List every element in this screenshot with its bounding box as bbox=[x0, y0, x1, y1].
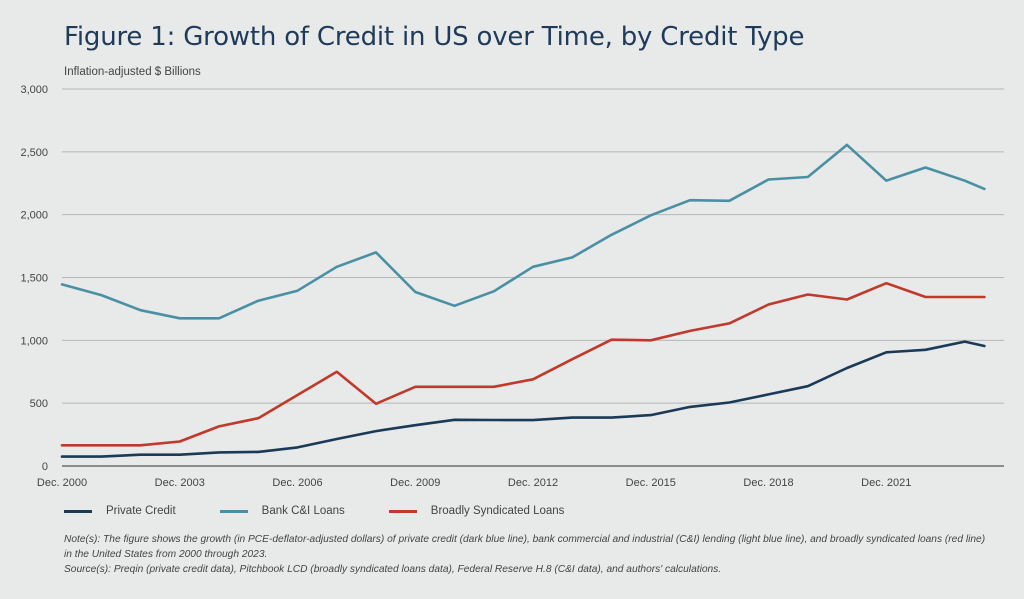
x-tick-label: Dec. 2021 bbox=[861, 477, 911, 489]
y-tick-label: 2,500 bbox=[20, 147, 48, 159]
x-tick-label: Dec. 2012 bbox=[508, 477, 558, 489]
legend-swatch-syndicated bbox=[388, 509, 417, 513]
legend-label-syndicated: Broadly Syndicated Loans bbox=[430, 505, 565, 517]
legend-item-syndicated: Broadly Syndicated Loans bbox=[388, 505, 565, 517]
y-axis-label: Inflation-adjusted $ Billions bbox=[64, 66, 201, 78]
x-tick-label: Dec. 2009 bbox=[390, 477, 440, 489]
footnotes: Note(s): The figure shows the growth (in… bbox=[64, 532, 994, 577]
x-tick-label: Dec. 2006 bbox=[272, 477, 322, 489]
source-text: Source(s): Preqin (private credit data),… bbox=[64, 564, 722, 575]
y-tick-label: 500 bbox=[30, 398, 48, 410]
x-tick-label: Dec. 2015 bbox=[626, 477, 676, 489]
y-tick-label: 1,000 bbox=[20, 335, 48, 347]
chart-title: Figure 1: Growth of Credit in US over Ti… bbox=[64, 22, 805, 52]
legend-item-bank-ci: Bank C&I Loans bbox=[219, 505, 345, 517]
legend-swatch-bank-ci bbox=[219, 509, 248, 513]
note-text: Note(s): The figure shows the growth (in… bbox=[64, 534, 986, 560]
legend: Private Credit Bank C&I Loans Broadly Sy… bbox=[64, 505, 608, 517]
series-line-syndicated bbox=[60, 281, 986, 447]
legend-label-bank-ci: Bank C&I Loans bbox=[261, 505, 345, 517]
y-tick-label: 2,000 bbox=[20, 210, 48, 222]
legend-item-private-credit: Private Credit bbox=[64, 505, 176, 517]
series-line-private-credit bbox=[60, 340, 986, 458]
y-tick-label: 1,500 bbox=[20, 273, 48, 285]
legend-swatch-private-credit bbox=[64, 509, 92, 513]
x-tick-label: Dec. 2000 bbox=[37, 477, 87, 489]
legend-label-private-credit: Private Credit bbox=[106, 505, 176, 517]
x-tick-label: Dec. 2003 bbox=[155, 477, 205, 489]
series-line-bank-ci bbox=[60, 143, 986, 320]
y-tick-label: 3,000 bbox=[20, 84, 48, 96]
line-chart: 0 500 1,000 1,500 2,000 2,500 3,000 Dec. 2000 De… bbox=[20, 84, 1004, 489]
x-tick-label: Dec. 2018 bbox=[743, 477, 793, 489]
y-tick-label: 0 bbox=[42, 461, 48, 473]
